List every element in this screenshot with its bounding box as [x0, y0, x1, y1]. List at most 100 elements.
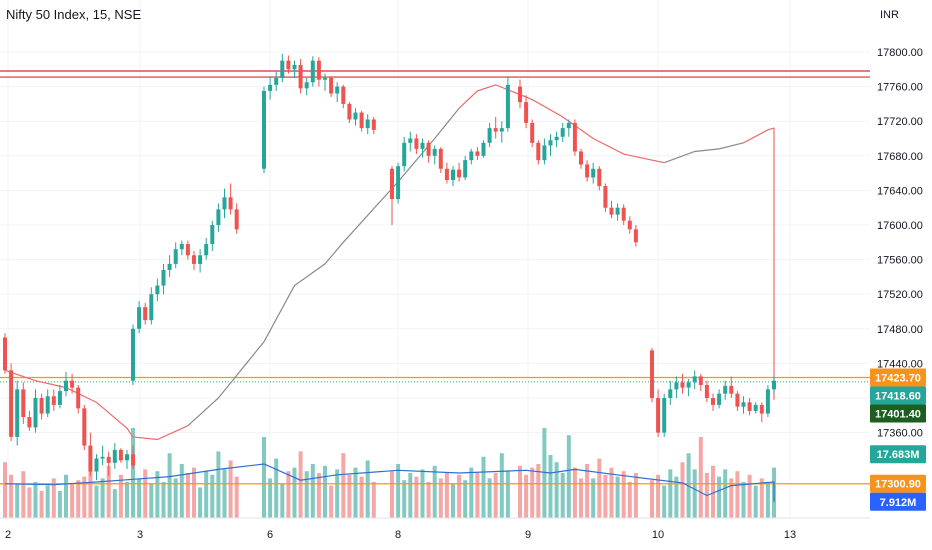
- candle-body: [747, 402, 752, 411]
- volume-bar: [329, 485, 334, 518]
- volume-bar: [70, 483, 75, 518]
- volume-bar: [579, 478, 583, 518]
- volume-bar: [451, 483, 455, 518]
- volume-bar: [118, 474, 123, 518]
- candle-body: [548, 140, 553, 146]
- candle-body: [353, 112, 358, 120]
- candle-body: [70, 380, 75, 388]
- volume-bar: [27, 487, 32, 518]
- volume-bar: [304, 471, 309, 518]
- candle-body: [198, 255, 203, 264]
- candle-body: [426, 142, 431, 156]
- volume-bar: [292, 467, 297, 518]
- price-label-bg-0: [870, 368, 926, 387]
- candle-body: [15, 389, 20, 437]
- candle-body: [9, 370, 14, 437]
- candle-body: [39, 398, 44, 414]
- candle-body: [662, 398, 667, 433]
- candle-body: [3, 337, 7, 371]
- volume-bar: [298, 451, 303, 518]
- price-tick-6: 17560.00: [877, 255, 923, 267]
- volume-bar: [33, 482, 38, 518]
- volume-bar: [143, 469, 148, 518]
- candle-body: [603, 186, 608, 208]
- volume-bar: [723, 469, 728, 518]
- candle-body: [735, 393, 740, 407]
- candle-body: [304, 82, 309, 89]
- candle-body: [51, 396, 56, 405]
- volume-bar: [198, 487, 203, 518]
- volume-bar: [603, 474, 608, 518]
- candle-body: [33, 398, 38, 428]
- volume-bar: [161, 482, 166, 518]
- volume-bar: [179, 464, 184, 518]
- candle-body: [615, 207, 620, 215]
- price-tick-4: 17640.00: [877, 185, 923, 197]
- volume-bar: [717, 476, 722, 518]
- time-tick-3: 8: [395, 529, 401, 541]
- currency-label: INR: [880, 9, 899, 21]
- candle-body: [402, 142, 407, 167]
- candle-body: [597, 168, 602, 187]
- price-tick-7: 17520.00: [877, 289, 923, 301]
- candle-body: [262, 90, 266, 169]
- volume-bar: [149, 483, 154, 518]
- price-tick-11: 17360.00: [877, 428, 923, 440]
- candle-body: [487, 128, 492, 143]
- candle-body: [711, 398, 715, 405]
- volume-bar: [45, 485, 50, 518]
- candle-body: [234, 209, 239, 230]
- volume-bar: [353, 467, 358, 518]
- volume-bar: [493, 473, 498, 518]
- volume-bar: [347, 474, 352, 518]
- candle-body: [704, 385, 709, 398]
- price-label-bg-4: [870, 474, 926, 493]
- candle-body: [633, 229, 638, 243]
- volume-bar: [316, 473, 321, 518]
- candle-body: [222, 197, 227, 210]
- price-tick-0: 17800.00: [877, 47, 923, 59]
- candle-body: [292, 64, 297, 70]
- candle-body: [192, 255, 196, 264]
- volume-bar: [627, 482, 632, 518]
- volume-bar: [444, 473, 449, 518]
- volume-bar: [621, 471, 626, 518]
- candle-body: [627, 220, 632, 230]
- volume-bar: [475, 473, 480, 518]
- price-tick-9: 17440.00: [877, 358, 923, 370]
- candle-body: [650, 350, 654, 398]
- volume-bar: [426, 482, 431, 518]
- candle-body: [112, 449, 117, 463]
- volume-bar: [633, 473, 638, 518]
- candle-body: [609, 207, 614, 215]
- candle-body: [204, 244, 209, 256]
- volume-bar: [457, 474, 462, 518]
- volume-bar: [753, 485, 758, 518]
- candle-body: [323, 77, 327, 80]
- candle-body: [298, 64, 303, 89]
- volume-bar: [765, 482, 770, 518]
- volume-bar: [650, 480, 654, 518]
- volume-ma-line: [4, 463, 775, 502]
- candle-body: [414, 138, 419, 149]
- price-label-1: 17418.60: [875, 390, 921, 402]
- candle-body: [274, 77, 279, 85]
- candle-body: [316, 60, 321, 80]
- candle-body: [741, 402, 746, 407]
- volume-bar: [371, 482, 376, 518]
- volume-bar: [597, 458, 602, 518]
- candle-body: [155, 285, 160, 295]
- candle-body: [759, 404, 764, 414]
- price-tick-2: 17720.00: [877, 116, 923, 128]
- candle-body: [335, 86, 340, 94]
- volume-bar: [560, 473, 565, 518]
- volume-bar: [432, 465, 437, 518]
- price-label-3: 17.683M: [877, 449, 920, 461]
- candle-body: [499, 128, 504, 132]
- volume-bar: [469, 467, 474, 518]
- volume-bar: [542, 428, 547, 518]
- volume-bar: [463, 480, 468, 518]
- candle-body: [524, 102, 529, 123]
- ma-line-red-a: [4, 369, 189, 441]
